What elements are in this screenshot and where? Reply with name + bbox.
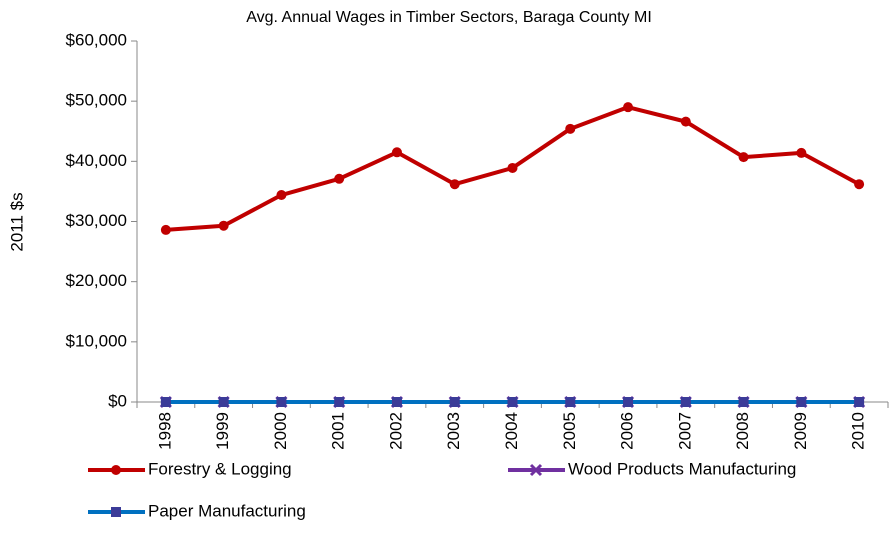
y-tick-label: $10,000 bbox=[66, 331, 127, 350]
y-tick-label: $30,000 bbox=[66, 211, 127, 230]
data-point bbox=[334, 397, 345, 407]
data-point bbox=[391, 147, 402, 158]
x-tick-label: 2001 bbox=[329, 412, 348, 450]
x-tick-label: 2008 bbox=[733, 412, 752, 450]
legend-marker bbox=[111, 465, 121, 475]
data-point bbox=[738, 397, 749, 407]
data-point bbox=[738, 152, 749, 163]
x-tick-label: 2009 bbox=[791, 412, 810, 450]
data-point bbox=[218, 397, 229, 407]
x-tick-label: 2005 bbox=[560, 412, 579, 450]
legend-label: Paper Manufacturing bbox=[148, 501, 306, 520]
data-point bbox=[854, 397, 865, 407]
x-tick-label: 1999 bbox=[213, 412, 232, 450]
y-tick-label: $0 bbox=[108, 391, 127, 410]
y-tick-label: $50,000 bbox=[66, 91, 127, 110]
data-point bbox=[218, 220, 229, 231]
legend-label: Forestry & Logging bbox=[148, 459, 292, 478]
y-tick-label: $60,000 bbox=[66, 30, 127, 49]
x-tick-label: 2006 bbox=[618, 412, 637, 450]
data-point bbox=[623, 102, 634, 113]
data-point bbox=[796, 147, 807, 158]
data-point bbox=[565, 397, 576, 407]
data-point bbox=[449, 397, 460, 407]
x-tick-label: 2002 bbox=[386, 412, 405, 450]
data-point bbox=[334, 173, 345, 184]
data-point bbox=[680, 116, 691, 127]
data-point bbox=[680, 397, 691, 407]
data-point bbox=[160, 397, 171, 407]
data-point bbox=[507, 397, 518, 407]
data-point bbox=[276, 397, 287, 407]
legend-marker bbox=[529, 463, 543, 477]
legend-marker bbox=[111, 507, 121, 517]
x-tick-label: 2007 bbox=[675, 412, 694, 450]
x-tick-label: 2000 bbox=[271, 412, 290, 450]
data-point bbox=[796, 397, 807, 407]
data-point bbox=[565, 123, 576, 134]
x-tick-label: 2010 bbox=[849, 412, 868, 450]
y-tick-label: $40,000 bbox=[66, 151, 127, 170]
data-point bbox=[276, 190, 287, 201]
y-tick-label: $20,000 bbox=[66, 271, 127, 290]
data-point bbox=[449, 179, 460, 190]
x-tick-label: 2004 bbox=[502, 412, 521, 450]
data-point bbox=[160, 224, 171, 235]
legend-label: Wood Products Manufacturing bbox=[568, 459, 796, 478]
data-point bbox=[391, 397, 402, 407]
data-point bbox=[854, 179, 865, 190]
chart-title: Avg. Annual Wages in Timber Sectors, Bar… bbox=[246, 9, 652, 26]
data-point bbox=[507, 162, 518, 173]
x-tick-label: 2003 bbox=[444, 412, 463, 450]
data-point bbox=[623, 397, 634, 407]
y-axis-label: 2011 $s bbox=[7, 192, 26, 251]
x-tick-label: 1998 bbox=[155, 412, 174, 450]
